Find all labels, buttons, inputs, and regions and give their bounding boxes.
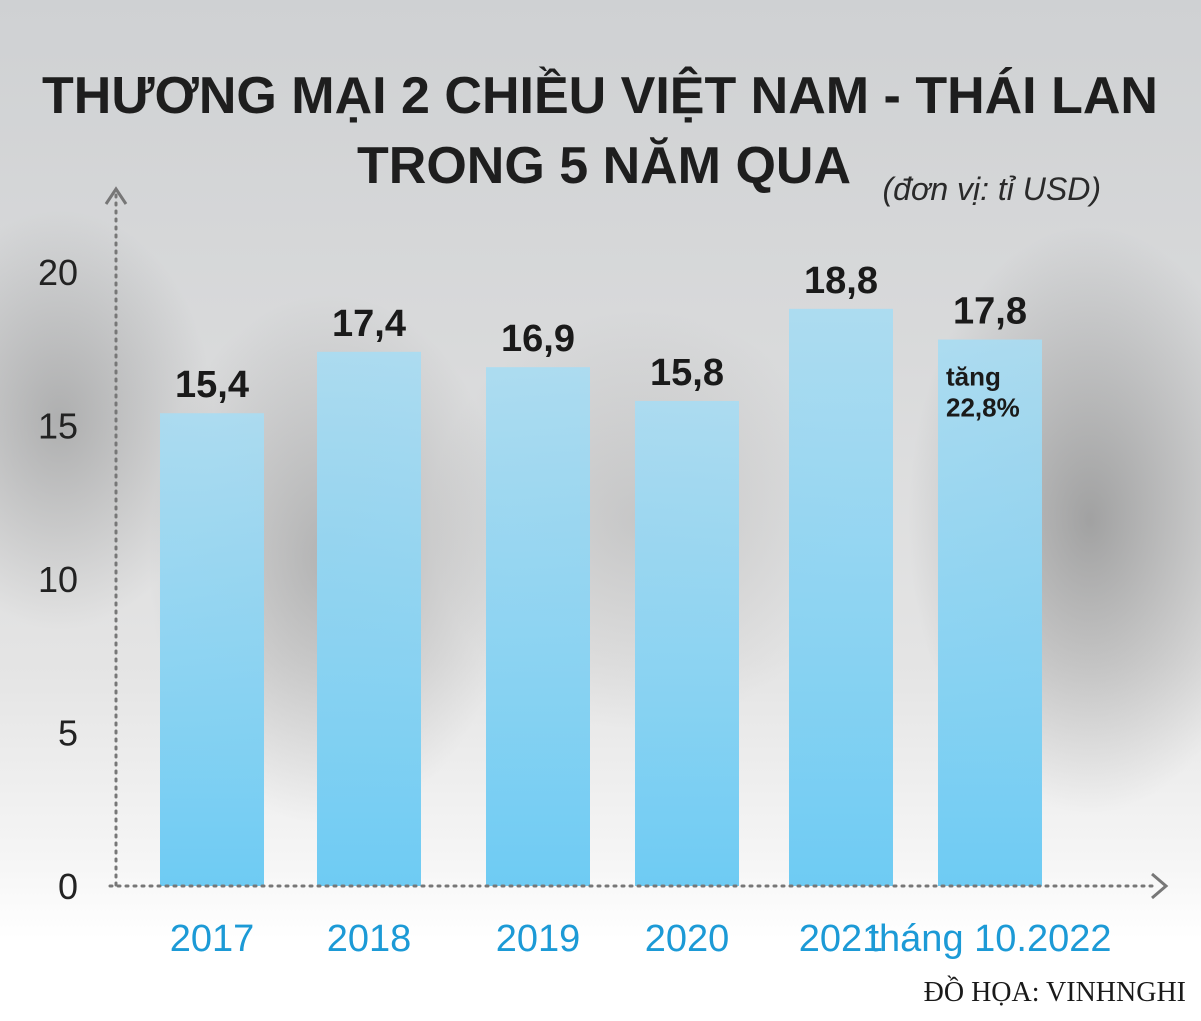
bar-th-ng-10-2022 (938, 339, 1042, 886)
bar-2018 (317, 351, 421, 886)
annotation-line: 22,8% (946, 393, 1020, 423)
value-labels-group: 15,4 17,4 16,9 15,8 18,8 17,8 (175, 260, 1027, 406)
value-label: 16,9 (501, 318, 575, 360)
x-axis-arrow-icon (1151, 872, 1169, 900)
x-tick-label: 2019 (496, 918, 581, 960)
value-label: 15,4 (175, 364, 249, 406)
y-tick-label: 15 (38, 406, 78, 447)
y-tick-label: 20 (38, 252, 78, 293)
x-tick-label: tháng 10.2022 (868, 918, 1111, 960)
value-label: 15,8 (650, 352, 724, 394)
y-tick-label: 5 (58, 713, 78, 754)
value-label: 18,8 (804, 260, 878, 302)
value-label: 17,4 (332, 303, 406, 345)
y-tick-labels-group: 0 5 10 15 20 (38, 252, 78, 907)
x-tick-label: 2018 (327, 918, 412, 960)
chart-title-line-1: THƯƠNG MẠI 2 CHIỀU VIỆT NAM - THÁI LAN (42, 66, 1158, 125)
chart-title-line-2: TRONG 5 NĂM QUA (357, 137, 851, 195)
bar-2019 (486, 367, 590, 886)
credit-text: ĐỒ HỌA: VINHNGHI (924, 976, 1186, 1008)
y-axis-arrow-icon (104, 186, 128, 205)
unit-label: (đơn vị: tỉ USD) (883, 171, 1101, 207)
bars-group (160, 308, 1042, 887)
x-tick-label: 2021 (799, 918, 884, 960)
value-label: 17,8 (953, 291, 1027, 333)
annotation-line: tăng (946, 362, 1001, 392)
x-tick-label: 2020 (645, 918, 730, 960)
y-tick-label: 0 (58, 866, 78, 907)
bar-2021 (789, 308, 893, 887)
x-tick-label: 2017 (170, 918, 255, 960)
y-tick-label: 10 (38, 559, 78, 600)
bar-2017 (160, 413, 264, 886)
bar-2020 (635, 400, 739, 886)
